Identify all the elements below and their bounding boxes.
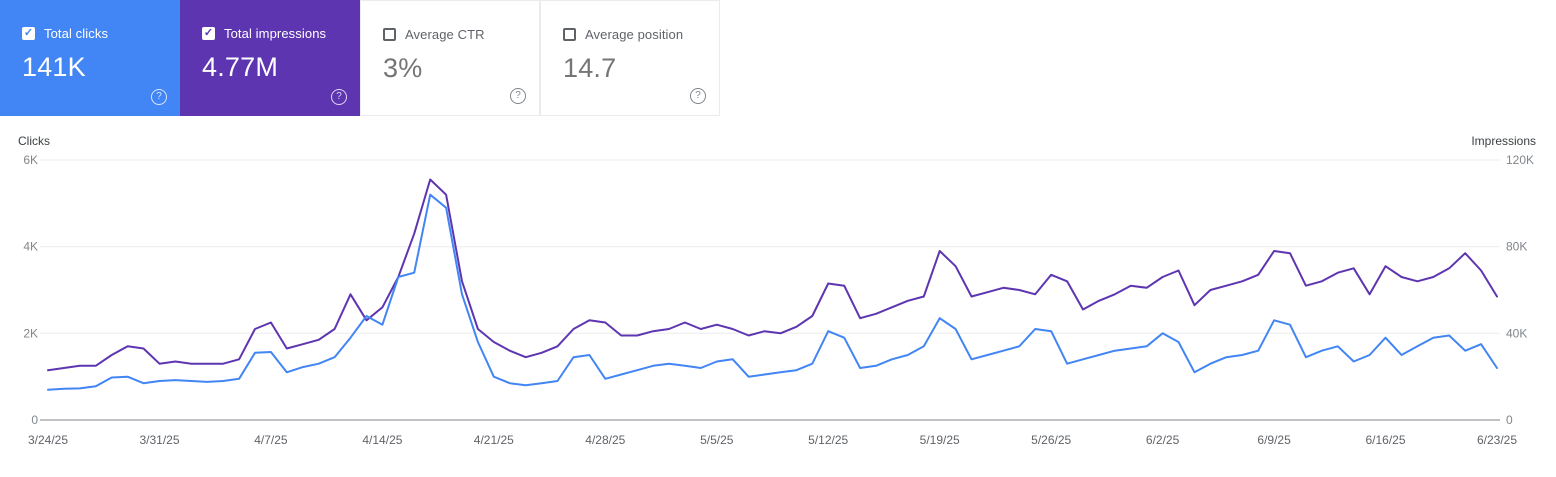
help-icon[interactable]: ?: [510, 88, 526, 104]
metric-cards: ✓ Total clicks 141K ? ✓ Total impression…: [0, 0, 1556, 116]
card-value: 141K: [22, 52, 86, 82]
svg-text:5/19/25: 5/19/25: [920, 433, 960, 447]
svg-text:6/23/25: 6/23/25: [1477, 433, 1517, 447]
svg-text:40K: 40K: [1506, 326, 1527, 340]
card-label: Average CTR: [405, 27, 485, 42]
svg-text:6K: 6K: [23, 153, 38, 167]
checkbox-total-clicks[interactable]: ✓: [22, 27, 35, 40]
svg-text:4K: 4K: [23, 240, 38, 254]
svg-text:4/28/25: 4/28/25: [585, 433, 625, 447]
card-label: Average position: [585, 27, 684, 42]
checkbox-average-position[interactable]: [563, 28, 576, 41]
svg-text:3/24/25: 3/24/25: [28, 433, 68, 447]
svg-text:6/16/25: 6/16/25: [1365, 433, 1405, 447]
svg-text:4/21/25: 4/21/25: [474, 433, 514, 447]
svg-text:2K: 2K: [23, 326, 38, 340]
card-average-position[interactable]: Average position 14.7 ?: [540, 0, 720, 116]
checkbox-average-ctr[interactable]: [383, 28, 396, 41]
card-label: Total clicks: [44, 26, 109, 41]
svg-text:4/7/25: 4/7/25: [254, 433, 288, 447]
svg-text:3/31/25: 3/31/25: [139, 433, 179, 447]
card-value: 4.77M: [202, 52, 279, 82]
svg-text:0: 0: [31, 413, 38, 427]
performance-chart: Clicks Impressions 0 2K 4K 6K 0 40K 80K 120K 3/2…: [0, 134, 1556, 474]
svg-text:0: 0: [1506, 413, 1513, 427]
card-value: 14.7: [563, 53, 617, 83]
svg-text:6/2/25: 6/2/25: [1146, 433, 1180, 447]
svg-text:5/12/25: 5/12/25: [808, 433, 848, 447]
card-total-clicks[interactable]: ✓ Total clicks 141K ?: [0, 0, 180, 116]
card-header: ✓ Total clicks: [22, 26, 164, 41]
help-icon[interactable]: ?: [151, 89, 167, 105]
help-icon[interactable]: ?: [331, 89, 347, 105]
card-label: Total impressions: [224, 26, 327, 41]
card-header: ✓ Total impressions: [202, 26, 344, 41]
chart-canvas[interactable]: 0 2K 4K 6K 0 40K 80K 120K 3/24/25 3/31/25 4/7/25 4/…: [0, 134, 1556, 464]
svg-text:4/14/25: 4/14/25: [362, 433, 402, 447]
svg-text:80K: 80K: [1506, 240, 1527, 254]
svg-text:5/26/25: 5/26/25: [1031, 433, 1071, 447]
card-header: Average CTR: [383, 27, 523, 42]
card-value: 3%: [383, 53, 423, 83]
check-icon: ✓: [203, 27, 214, 39]
left-axis-title: Clicks: [18, 134, 50, 148]
svg-text:6/9/25: 6/9/25: [1257, 433, 1291, 447]
svg-text:5/5/25: 5/5/25: [700, 433, 734, 447]
card-header: Average position: [563, 27, 703, 42]
card-average-ctr[interactable]: Average CTR 3% ?: [360, 0, 540, 116]
check-icon: ✓: [23, 27, 34, 39]
card-total-impressions[interactable]: ✓ Total impressions 4.77M ?: [180, 0, 360, 116]
right-axis-title: Impressions: [1471, 134, 1536, 148]
help-icon[interactable]: ?: [690, 88, 706, 104]
checkbox-total-impressions[interactable]: ✓: [202, 27, 215, 40]
svg-text:120K: 120K: [1506, 153, 1534, 167]
